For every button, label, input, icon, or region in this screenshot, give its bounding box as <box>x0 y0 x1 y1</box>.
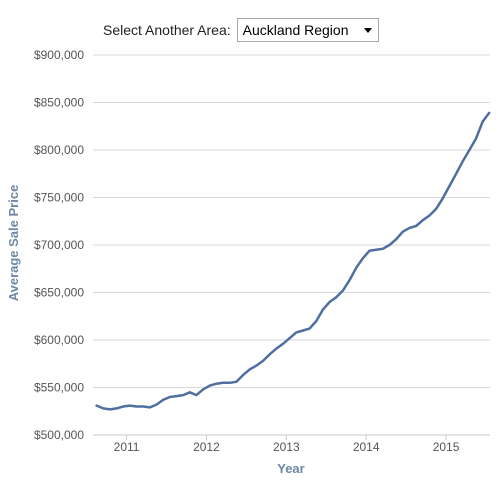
chevron-down-icon <box>363 27 372 33</box>
area-selector-label: Select Another Area: <box>103 22 231 38</box>
x-tick-label: 2015 <box>433 440 460 454</box>
y-tick-label: $600,000 <box>34 333 84 347</box>
x-tick-label: 2013 <box>273 440 300 454</box>
area-select-dropdown[interactable]: Auckland Region <box>236 18 379 42</box>
x-axis-ticks: 2011 2012 2013 2014 2015 <box>114 435 460 454</box>
x-tick-label: 2012 <box>193 440 220 454</box>
y-tick-label: $800,000 <box>34 143 84 157</box>
area-selector-bar: Select Another Area: Auckland Region <box>103 17 379 43</box>
series-line <box>95 111 491 411</box>
y-axis-ticks: $500,000 $550,000 $600,000 $650,000 $700,000… <box>34 48 84 442</box>
x-tick-label: 2011 <box>114 440 140 454</box>
y-tick-label: $850,000 <box>34 96 84 110</box>
y-tick-label: $750,000 <box>34 191 84 205</box>
x-tick-label: 2014 <box>353 440 380 454</box>
y-tick-label: $650,000 <box>34 286 84 300</box>
grid-lines <box>93 54 490 388</box>
y-axis-label: Average Sale Price <box>6 185 21 302</box>
y-tick-label: $900,000 <box>34 48 84 62</box>
x-axis-label: Year <box>277 461 304 476</box>
y-tick-label: $500,000 <box>34 428 84 442</box>
y-tick-label: $550,000 <box>34 381 84 395</box>
y-tick-label: $700,000 <box>34 238 84 252</box>
area-select-value: Auckland Region <box>242 22 349 38</box>
